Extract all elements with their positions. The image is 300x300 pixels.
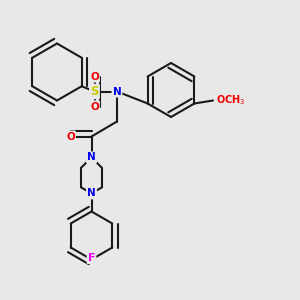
Text: F: F	[88, 253, 95, 263]
Text: O: O	[90, 101, 99, 112]
Text: OCH$_3$: OCH$_3$	[216, 94, 245, 107]
Text: S: S	[90, 85, 99, 98]
Text: N: N	[87, 152, 96, 163]
Text: O: O	[66, 131, 75, 142]
Text: O: O	[90, 71, 99, 82]
Text: N: N	[87, 188, 96, 198]
Text: N: N	[112, 86, 122, 97]
